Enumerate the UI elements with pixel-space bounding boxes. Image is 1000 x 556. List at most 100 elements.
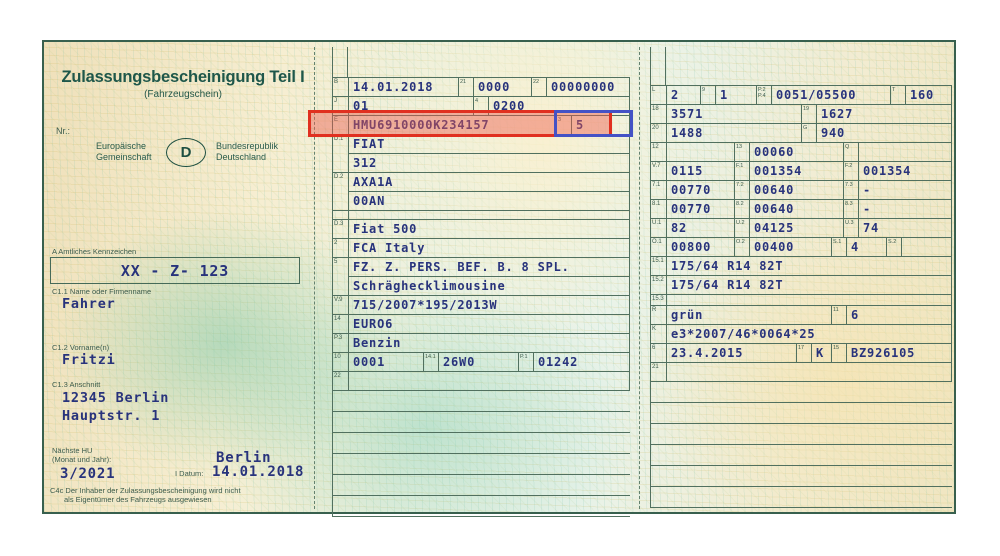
field-cell bbox=[333, 475, 630, 495]
field-value: - bbox=[863, 201, 872, 216]
field-value bbox=[651, 382, 952, 402]
field-row bbox=[667, 295, 952, 306]
field-group-6: 6 23.4.2015 17 K 15 BZ926105 bbox=[651, 344, 952, 363]
subfield-label: P.1 bbox=[518, 353, 534, 371]
field-label: D.3 bbox=[333, 220, 349, 239]
field-cell bbox=[333, 454, 630, 474]
field-cell: 11 6 bbox=[831, 306, 951, 324]
table-top-stub-right bbox=[650, 47, 666, 85]
field-label: 5 bbox=[333, 258, 349, 296]
subfield-label: 14.1 bbox=[423, 353, 439, 371]
field-cell: FCA Italy bbox=[349, 239, 629, 257]
field-row: 23.4.2015 17 K 15 BZ926105 bbox=[667, 344, 952, 363]
eu-community-label: Europäische Gemeinschaft bbox=[96, 141, 152, 163]
field-label: U.1 bbox=[651, 219, 667, 238]
empty-line bbox=[651, 466, 952, 487]
field-row: Schräghecklimousine bbox=[349, 277, 630, 296]
field-cell: 19 1627 bbox=[801, 105, 951, 123]
field-cell: 82 bbox=[667, 219, 734, 237]
field-cell: 8.3- bbox=[843, 200, 951, 218]
field-value bbox=[333, 496, 630, 516]
field-cell: 01 bbox=[349, 97, 473, 115]
c13-label: C1.3 Anschnitt bbox=[52, 380, 101, 389]
field-label: 22 bbox=[333, 372, 349, 391]
field-group-P.3: P.3 Benzin bbox=[333, 334, 630, 353]
plate-field-label: A Amtliches Kennzeichen bbox=[52, 247, 137, 256]
field-cell: T 160 bbox=[890, 86, 951, 104]
field-cell: 175/64 R14 82T bbox=[667, 276, 951, 294]
field-value: 00000000 bbox=[551, 79, 616, 94]
field-value: 001354 bbox=[863, 163, 912, 178]
field-cell bbox=[651, 382, 952, 402]
field-value: 001354 bbox=[754, 163, 803, 178]
field-value: 6 bbox=[851, 307, 860, 322]
address-value: 12345 Berlin Hauptstr. 1 bbox=[62, 390, 170, 424]
field-cell: 14.01.2018 bbox=[349, 78, 458, 96]
field-cell: S.2 bbox=[886, 238, 951, 256]
field-value: 175/64 R14 82T bbox=[671, 277, 784, 292]
c4c-note: C4c Der Inhaber der Zulassungsbescheinig… bbox=[50, 486, 241, 504]
perforation-line-left bbox=[314, 47, 315, 509]
issue-date-value: 14.01.2018 bbox=[212, 464, 305, 480]
field-value bbox=[667, 363, 951, 381]
field-cell: Schräghecklimousine bbox=[349, 277, 629, 295]
field-label: 15.1 bbox=[651, 257, 667, 276]
field-value: Benzin bbox=[353, 335, 402, 350]
field-cell: FZ. Z. PERS. BEF. B. 8 SPL. bbox=[349, 258, 629, 276]
field-row: FIAT bbox=[349, 135, 630, 154]
field-value: 5 bbox=[576, 117, 585, 132]
field-cell bbox=[651, 466, 952, 486]
c11-label: C1.1 Name oder Firmenname bbox=[52, 287, 152, 296]
license-plate-box: XX - Z- 123 bbox=[50, 257, 300, 284]
field-row: 175/64 R14 82T bbox=[667, 257, 952, 276]
field-row: 2 9 1 P.2 P.4 0051/05500 T 160 bbox=[667, 86, 952, 105]
field-cell bbox=[349, 211, 629, 219]
field-group-L: L 2 9 1 P.2 P.4 0051/05500 T 160 bbox=[651, 86, 952, 105]
field-value: 00640 bbox=[754, 201, 795, 216]
field-value bbox=[651, 466, 952, 486]
field-value: K bbox=[816, 345, 825, 360]
field-value: 2 bbox=[671, 87, 680, 102]
field-value: 00640 bbox=[754, 182, 795, 197]
subfield-label: Q bbox=[843, 143, 859, 161]
field-row: 0115 F.1 001354 F.2 001354 bbox=[667, 162, 952, 181]
field-cell: 14.1 26W0 bbox=[423, 353, 518, 371]
owner-name-value: Fahrer bbox=[62, 296, 116, 312]
nr-label: Nr.: bbox=[56, 126, 71, 136]
field-row: grün 11 6 bbox=[667, 306, 952, 325]
empty-line bbox=[651, 382, 952, 403]
field-value bbox=[651, 403, 952, 423]
field-cell: 00770 bbox=[667, 200, 734, 218]
field-value: e3*2007/46*0064*25 bbox=[671, 326, 816, 341]
field-cell: 8.2 00640 bbox=[734, 200, 843, 218]
field-group bbox=[333, 391, 630, 517]
middle-field-table: B 14.01.2018 21 0000 22 00000000 J 01 4 0200 E HMU6… bbox=[332, 77, 630, 517]
field-value: 0000 bbox=[478, 79, 511, 94]
field-cell bbox=[333, 433, 630, 453]
field-cell bbox=[333, 412, 630, 432]
country-name-label: Bundesrepublik Deutschland bbox=[216, 141, 279, 163]
field-value bbox=[333, 454, 630, 474]
field-row bbox=[667, 363, 952, 382]
field-cell: HMU6910000K234157 bbox=[349, 116, 556, 134]
field-value: 0200 bbox=[493, 98, 526, 113]
country-oval-d: D bbox=[166, 138, 206, 167]
field-value: 160 bbox=[910, 87, 935, 102]
subfield-label: 17 bbox=[796, 344, 812, 362]
field-cell: 0001 bbox=[349, 353, 423, 371]
document-subtitle: (Fahrzeugschein) bbox=[144, 89, 222, 100]
field-value: 1627 bbox=[821, 106, 854, 121]
subfield-label: T bbox=[890, 86, 906, 104]
field-label: 14 bbox=[333, 315, 349, 334]
field-label: O.1 bbox=[651, 238, 667, 257]
subfield-label: 13 bbox=[734, 143, 750, 161]
field-row: 82 U.2 04125 U.3 74 bbox=[667, 219, 952, 238]
field-group-D.2: D.2 AXA1A 00AN bbox=[333, 173, 630, 211]
field-group bbox=[651, 382, 952, 508]
field-cell: 00AN bbox=[349, 192, 629, 210]
field-cell: 00800 bbox=[667, 238, 734, 256]
field-value: 1 bbox=[720, 87, 729, 102]
subfield-label: S.1 bbox=[831, 238, 847, 256]
